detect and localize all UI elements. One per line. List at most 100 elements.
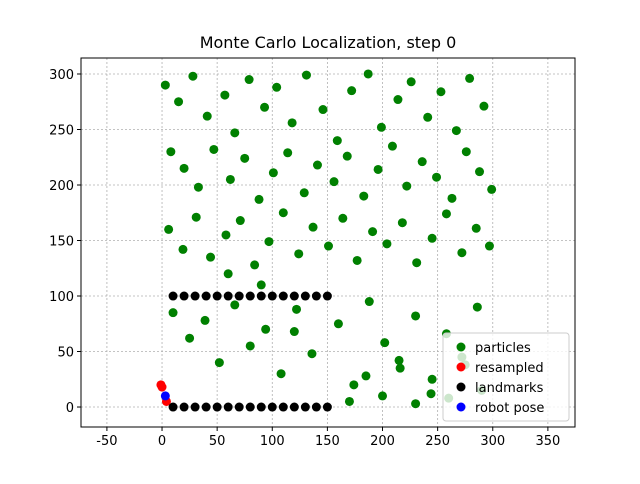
- point: [256, 291, 266, 301]
- point: [441, 209, 451, 219]
- point: [166, 147, 176, 157]
- point: [301, 70, 311, 80]
- point: [338, 213, 348, 223]
- legend-marker: [456, 342, 466, 352]
- y-tick-label: 100: [49, 290, 74, 305]
- point: [245, 291, 255, 301]
- point: [363, 69, 373, 79]
- point: [201, 291, 211, 301]
- point: [378, 391, 388, 401]
- point: [412, 258, 422, 268]
- point: [201, 402, 211, 412]
- point: [188, 71, 198, 81]
- point: [250, 260, 260, 270]
- point: [202, 111, 212, 121]
- point: [322, 402, 332, 412]
- point: [347, 86, 357, 96]
- x-tick-label: 150: [315, 434, 340, 449]
- point: [292, 304, 302, 314]
- point: [190, 291, 200, 301]
- point: [411, 311, 421, 321]
- point: [361, 371, 371, 381]
- point: [329, 177, 339, 187]
- x-tick-label: 100: [260, 434, 285, 449]
- point: [344, 396, 354, 406]
- point: [179, 163, 189, 173]
- point: [160, 80, 170, 90]
- legend-marker: [456, 362, 466, 372]
- point: [432, 172, 442, 182]
- point: [214, 358, 224, 368]
- point: [471, 223, 481, 233]
- point: [289, 291, 299, 301]
- legend-label: landmarks: [475, 381, 544, 396]
- point: [368, 227, 378, 237]
- point: [423, 112, 433, 122]
- point: [160, 391, 170, 401]
- point: [406, 77, 416, 87]
- legend-marker: [456, 402, 466, 412]
- point: [278, 402, 288, 412]
- point: [461, 147, 471, 157]
- legend-label: particles: [475, 341, 531, 356]
- point: [308, 222, 318, 232]
- point: [487, 184, 497, 194]
- point: [272, 82, 282, 92]
- point: [475, 167, 485, 177]
- point: [245, 402, 255, 412]
- point: [294, 249, 304, 259]
- point: [223, 291, 233, 301]
- point: [223, 402, 233, 412]
- point: [245, 341, 255, 351]
- point: [300, 291, 310, 301]
- y-tick-label: 300: [49, 68, 74, 83]
- point: [307, 349, 317, 359]
- point: [256, 280, 266, 290]
- point: [283, 148, 293, 158]
- point: [179, 291, 189, 301]
- point: [185, 333, 195, 343]
- point: [359, 191, 369, 201]
- point: [164, 224, 174, 234]
- point: [191, 212, 201, 222]
- legend-marker: [456, 382, 466, 392]
- point: [318, 105, 328, 115]
- point: [436, 87, 446, 97]
- x-tick-label: 350: [535, 434, 560, 449]
- point: [168, 402, 178, 412]
- point: [179, 402, 189, 412]
- point: [235, 216, 245, 226]
- point: [267, 402, 277, 412]
- point: [156, 380, 166, 390]
- point: [244, 75, 254, 85]
- point: [174, 97, 184, 107]
- point: [256, 402, 266, 412]
- legend-label: resampled: [475, 361, 544, 376]
- point: [393, 95, 403, 105]
- point: [394, 355, 404, 365]
- point: [267, 291, 277, 301]
- point: [278, 291, 288, 301]
- point: [447, 193, 457, 203]
- point: [234, 291, 244, 301]
- point: [212, 291, 222, 301]
- point: [287, 118, 297, 128]
- point: [426, 389, 436, 399]
- point: [312, 160, 322, 170]
- point: [387, 141, 397, 151]
- point: [373, 164, 383, 174]
- point: [364, 297, 374, 307]
- point: [402, 181, 412, 191]
- legend-label: robot pose: [475, 401, 544, 416]
- point: [193, 182, 203, 192]
- point: [299, 188, 309, 198]
- point: [220, 90, 230, 100]
- y-tick-label: 0: [66, 401, 74, 416]
- point: [190, 402, 200, 412]
- x-tick-label: -50: [96, 434, 117, 449]
- point: [254, 194, 264, 204]
- legend-box: [442, 332, 570, 422]
- y-tick-label: 250: [49, 123, 74, 138]
- point: [411, 399, 421, 409]
